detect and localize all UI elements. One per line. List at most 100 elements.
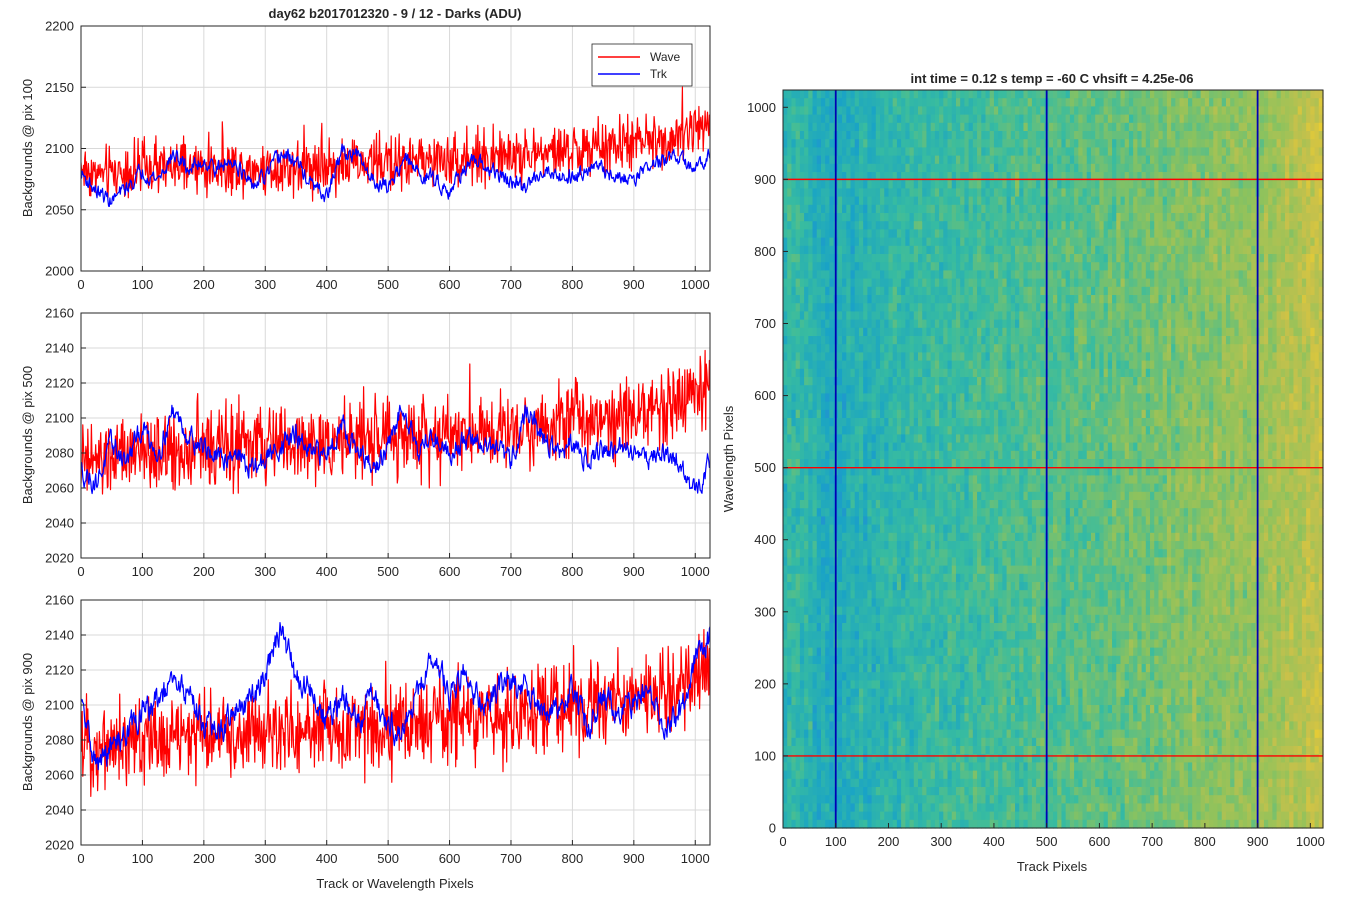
- heatmap-cell: [986, 131, 991, 140]
- heatmap-cell: [977, 746, 982, 755]
- heatmap-cell: [998, 303, 1003, 312]
- heatmap-cell: [800, 139, 805, 148]
- heatmap-cell: [969, 369, 974, 378]
- heatmap-cell: [973, 574, 978, 583]
- heatmap-cell: [960, 639, 965, 648]
- heatmap-cell: [952, 738, 957, 747]
- heatmap-cell: [825, 787, 830, 796]
- heatmap-cell: [880, 328, 885, 337]
- heatmap-cell: [867, 566, 872, 575]
- heatmap-cell: [1002, 361, 1007, 370]
- heatmap-cell: [842, 106, 847, 115]
- heatmap-cell: [829, 418, 834, 427]
- heatmap-cell: [859, 123, 864, 132]
- heatmap-cell: [851, 262, 856, 271]
- heatmap-cell: [808, 311, 813, 320]
- heatmap-cell: [964, 566, 969, 575]
- heatmap-cell: [956, 361, 961, 370]
- heatmap-cell: [884, 590, 889, 599]
- heatmap-cell: [964, 689, 969, 698]
- heatmap-cell: [846, 426, 851, 435]
- heatmap-cell: [986, 721, 991, 730]
- heatmap-cell: [969, 762, 974, 771]
- heatmap-cell: [960, 762, 965, 771]
- heatmap-cell: [926, 639, 931, 648]
- heatmap-cell: [863, 508, 868, 517]
- y-tick-label: 2150: [45, 80, 74, 95]
- heatmap-cell: [888, 418, 893, 427]
- heatmap-cell: [851, 213, 856, 222]
- heatmap-cell: [821, 147, 826, 156]
- heatmap-cell: [905, 820, 910, 829]
- heatmap-cell: [960, 615, 965, 624]
- heatmap-cell: [939, 746, 944, 755]
- heatmap-cell: [813, 156, 818, 165]
- heatmap-cell: [905, 180, 910, 189]
- heatmap-cell: [1002, 377, 1007, 386]
- heatmap-cell: [910, 147, 915, 156]
- heatmap-cell: [948, 98, 953, 107]
- heatmap-cell: [851, 500, 856, 509]
- heatmap-cell: [867, 123, 872, 132]
- heatmap-cell: [829, 746, 834, 755]
- heatmap-cell: [791, 574, 796, 583]
- heatmap-cell: [998, 689, 1003, 698]
- heatmap-cell: [926, 566, 931, 575]
- heatmap-cell: [998, 254, 1003, 263]
- heatmap-cell: [808, 541, 813, 550]
- heatmap-cell: [977, 262, 982, 271]
- heatmap-cell: [817, 730, 822, 739]
- heatmap-cell: [926, 246, 931, 255]
- heatmap-cell: [952, 771, 957, 780]
- heatmap-cell: [851, 221, 856, 230]
- heatmap-cell: [994, 639, 999, 648]
- heatmap-cell: [821, 656, 826, 665]
- heatmap-cell: [808, 680, 813, 689]
- heatmap-cell: [939, 566, 944, 575]
- heatmap-cell: [905, 812, 910, 821]
- heatmap-cell: [880, 787, 885, 796]
- heatmap-cell: [977, 238, 982, 247]
- heatmap-cell: [922, 344, 927, 353]
- heatmap-cell: [796, 106, 801, 115]
- heatmap-cell: [914, 369, 919, 378]
- heatmap-cell: [943, 705, 948, 714]
- heatmap-cell: [918, 180, 923, 189]
- heatmap-cell: [973, 648, 978, 657]
- heatmap-cell: [846, 402, 851, 411]
- heatmap-cell: [787, 213, 792, 222]
- heatmap-cell: [796, 557, 801, 566]
- heatmap-cell: [1002, 557, 1007, 566]
- heatmap-cell: [901, 475, 906, 484]
- heatmap-cell: [922, 443, 927, 452]
- heatmap-cell: [973, 213, 978, 222]
- heatmap-cell: [964, 721, 969, 730]
- heatmap-cell: [791, 713, 796, 722]
- heatmap-cell: [829, 607, 834, 616]
- heatmap-cell: [901, 229, 906, 238]
- heatmap-cell: [855, 639, 860, 648]
- heatmap-cell: [952, 352, 957, 361]
- heatmap-cell: [901, 500, 906, 509]
- heatmap-cell: [910, 738, 915, 747]
- heatmap-cell: [935, 352, 940, 361]
- heatmap-cell: [872, 582, 877, 591]
- heatmap-cell: [791, 295, 796, 304]
- heatmap-cell: [817, 656, 822, 665]
- heatmap-cell: [994, 205, 999, 214]
- heatmap-cell: [888, 410, 893, 419]
- heatmap-cell: [800, 721, 805, 730]
- heatmap-cell: [914, 361, 919, 370]
- heatmap-cell: [796, 131, 801, 140]
- heatmap-cell: [884, 205, 889, 214]
- heatmap-cell: [796, 803, 801, 812]
- heatmap-cell: [1002, 279, 1007, 288]
- heatmap-cell: [893, 656, 898, 665]
- heatmap-cell: [973, 90, 978, 99]
- heatmap-cell: [952, 459, 957, 468]
- heatmap-cell: [981, 566, 986, 575]
- heatmap-cell: [956, 738, 961, 747]
- heatmap-cell: [884, 549, 889, 558]
- heatmap-cell: [791, 238, 796, 247]
- heatmap-cell: [867, 812, 872, 821]
